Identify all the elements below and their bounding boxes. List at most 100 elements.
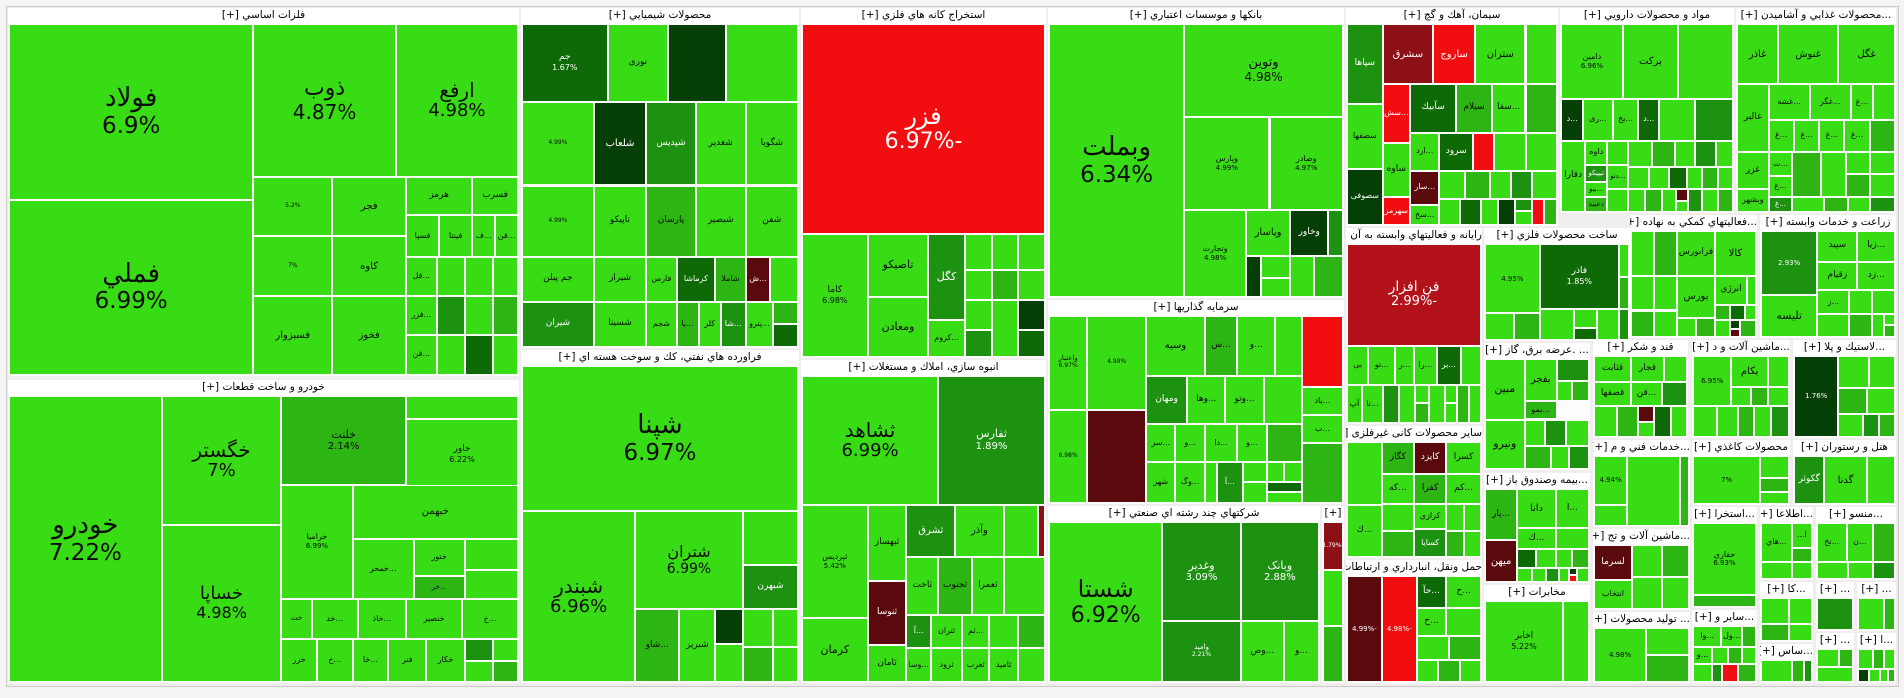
- treemap-tile-shimi-16[interactable]: فارس: [646, 256, 677, 302]
- treemap-tile[interactable]: [1742, 647, 1756, 665]
- treemap-tile-khodro-20[interactable]: ...خا: [352, 639, 389, 682]
- treemap-tile-zeraat-2[interactable]: ...زیا: [1857, 231, 1895, 262]
- treemap-tile[interactable]: 2.93%: [1761, 231, 1818, 295]
- treemap-tile[interactable]: [1446, 607, 1481, 637]
- sector-header-anboh[interactable]: انبوه سازي، املاك و مستغلات [+]: [801, 360, 1046, 376]
- treemap-tile[interactable]: [1260, 256, 1291, 278]
- treemap-tile[interactable]: [1739, 320, 1756, 337]
- treemap-tile-anboh-5[interactable]: ثشرق: [906, 504, 956, 557]
- treemap-tile-khodro-10[interactable]: ...خر: [413, 576, 465, 600]
- treemap-tile[interactable]: [991, 270, 1019, 301]
- treemap-tile-shimi-12[interactable]: شبصیر: [695, 185, 746, 257]
- treemap-tile[interactable]: 7%: [1693, 456, 1761, 504]
- treemap-tile-madani-3[interactable]: ومعادن: [867, 297, 929, 357]
- treemap-tile-bargh-1[interactable]: بفجر: [1524, 359, 1557, 401]
- treemap-tile-anboh-21[interactable]: ثرود: [930, 648, 963, 682]
- treemap-tile[interactable]: [1750, 386, 1768, 407]
- treemap-tile[interactable]: [1018, 614, 1045, 649]
- treemap-tile-khodro-5[interactable]: خاور 6.22%: [406, 418, 518, 491]
- treemap-tile[interactable]: [1525, 132, 1557, 171]
- treemap-tile[interactable]: [1767, 356, 1789, 387]
- treemap-tile[interactable]: [1381, 504, 1414, 531]
- treemap-tile-kani-6[interactable]: کفرا: [1414, 474, 1447, 505]
- treemap-tile[interactable]: [1731, 386, 1751, 407]
- treemap-tile[interactable]: [1531, 198, 1545, 225]
- treemap-tile[interactable]: [1804, 660, 1812, 682]
- treemap-tile-darou-13[interactable]: دعبید: [1585, 196, 1608, 212]
- sector-header-mashin_d[interactable]: ...ماشين آلات و د [+]: [1692, 340, 1790, 356]
- sector-header-sakht[interactable]: ساخت محصولات فلزي [+]: [1484, 228, 1630, 244]
- treemap-tile-chand-4[interactable]: ...وص: [1240, 621, 1284, 682]
- treemap-tile[interactable]: [1838, 356, 1869, 389]
- treemap-tile[interactable]: [1721, 664, 1739, 682]
- treemap-tile-zeraat-3[interactable]: زقیام: [1817, 261, 1858, 291]
- treemap-tile[interactable]: [1742, 626, 1756, 648]
- treemap-tile-khodro-1[interactable]: خگستر 7%: [161, 396, 282, 525]
- treemap-tile[interactable]: [1607, 189, 1629, 212]
- treemap-tile-komaki-3[interactable]: کالا: [1714, 231, 1756, 276]
- treemap-tile-sarmaye-6[interactable]: ...و: [1237, 316, 1276, 376]
- treemap-tile[interactable]: [1446, 504, 1464, 531]
- treemap-tile-siman-0[interactable]: سپاها: [1347, 24, 1383, 105]
- treemap-tile[interactable]: [1290, 256, 1314, 297]
- treemap-tile[interactable]: [1880, 668, 1888, 682]
- sector-header-khodro[interactable]: خودرو و ساخت قطعات [+]: [8, 380, 519, 396]
- treemap-tile[interactable]: [1631, 310, 1654, 337]
- treemap-tile-khodro-3[interactable]: خلنت 2.14%: [281, 396, 407, 485]
- treemap-tile[interactable]: [1628, 140, 1653, 167]
- treemap-tile[interactable]: [464, 539, 518, 571]
- treemap-tile[interactable]: [1817, 598, 1853, 630]
- treemap-tile-siman-11[interactable]: ساوه: [1382, 142, 1410, 197]
- treemap-tile-felezat-10[interactable]: فسپا: [406, 215, 440, 258]
- treemap-tile[interactable]: [1594, 505, 1628, 526]
- treemap-tile[interactable]: [715, 609, 743, 645]
- treemap-tile-sarmaye-5[interactable]: ...س: [1204, 316, 1238, 376]
- treemap-tile[interactable]: [1301, 316, 1343, 388]
- treemap-tile[interactable]: [1494, 132, 1526, 171]
- treemap-tile[interactable]: [492, 257, 518, 297]
- treemap-tile[interactable]: [1747, 275, 1756, 306]
- treemap-tile[interactable]: [1677, 24, 1733, 100]
- treemap-tile-mashin_taj-1[interactable]: انتخاب: [1594, 580, 1632, 609]
- treemap-tile[interactable]: [1653, 231, 1678, 276]
- treemap-tile-siman-17[interactable]: سصوفی: [1347, 168, 1383, 225]
- sector-header-lastik[interactable]: ...لاستيك و پلا [+]: [1793, 340, 1896, 356]
- treemap-tile-chand-0[interactable]: شستا 6.92%: [1049, 522, 1163, 682]
- treemap-tile[interactable]: 5.2%: [253, 176, 333, 237]
- treemap-tile[interactable]: [1513, 313, 1540, 340]
- treemap-tile[interactable]: [1323, 570, 1343, 626]
- treemap-tile-rayane-5[interactable]: ...یر: [1436, 346, 1461, 386]
- sector-header-darou[interactable]: مواد و محصولات دارويي [+]: [1560, 8, 1734, 24]
- treemap-tile-banks-3[interactable]: وصادر 4.97%: [1269, 116, 1343, 210]
- treemap-tile-shimi-14[interactable]: جم پیلن: [522, 256, 594, 302]
- sector-header-felezat[interactable]: فلزات اساسي [+]: [8, 8, 519, 24]
- treemap-tile-anboh-1[interactable]: ثفارس 1.89%: [938, 376, 1045, 505]
- treemap-tile[interactable]: [1693, 664, 1712, 682]
- treemap-tile-rayane-2[interactable]: ...تو: [1368, 346, 1396, 386]
- treemap-tile[interactable]: [742, 647, 774, 682]
- treemap-tile-mansu-0[interactable]: ...نخ: [1817, 523, 1847, 563]
- treemap-tile[interactable]: [1838, 649, 1853, 668]
- treemap-tile[interactable]: [1524, 419, 1546, 446]
- treemap-tile[interactable]: [989, 614, 1019, 649]
- treemap-tile[interactable]: [1849, 290, 1873, 314]
- sector-header-strip[interactable]: [+]: [1322, 506, 1344, 522]
- treemap-tile-ghazayi-9[interactable]: ...غ: [1793, 119, 1820, 152]
- treemap-tile-ghazayi-0[interactable]: غاذر: [1737, 24, 1779, 85]
- treemap-tile[interactable]: [1729, 320, 1740, 329]
- treemap-tile[interactable]: [492, 334, 518, 375]
- treemap-tile[interactable]: [1018, 233, 1045, 271]
- treemap-tile-madani-1[interactable]: کاما 6.98%: [802, 233, 868, 357]
- treemap-tile-shimi-10[interactable]: تاپیکو: [593, 185, 647, 257]
- treemap-tile[interactable]: [1632, 577, 1663, 609]
- treemap-tile-felezat-0[interactable]: فولاد 6.9%: [9, 24, 254, 200]
- treemap-tile-banks-1[interactable]: وتوین 4.98%: [1184, 24, 1343, 117]
- treemap-tile[interactable]: [1245, 256, 1261, 297]
- treemap-tile[interactable]: [742, 609, 774, 648]
- treemap-tile[interactable]: [1661, 381, 1687, 407]
- treemap-tile[interactable]: [1618, 244, 1629, 277]
- treemap-tile[interactable]: [1754, 406, 1771, 437]
- treemap-tile-anboh-0[interactable]: ثشاهد 6.99%: [802, 376, 939, 505]
- treemap-tile-felezat-5[interactable]: فجر: [332, 176, 406, 237]
- treemap-tile-sarmaye-18[interactable]: ...وگ: [1175, 461, 1205, 503]
